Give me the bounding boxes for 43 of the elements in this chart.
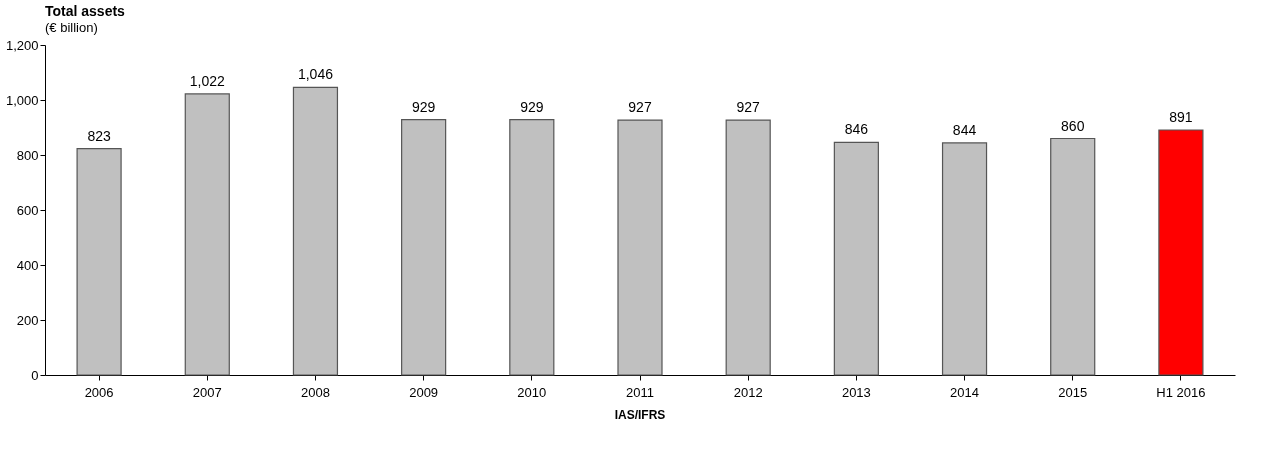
data-label: 1,022 [189, 72, 225, 89]
x-tick-label: 2011 [626, 384, 654, 400]
x-tick-label: 2007 [192, 384, 222, 400]
x-tick-label: H1 2016 [1156, 384, 1206, 400]
bar [401, 118, 447, 376]
bar [833, 141, 879, 376]
data-label: 846 [844, 121, 869, 138]
y-tick-label: 200 [16, 312, 39, 328]
bar [725, 119, 771, 376]
x-tick-label: 2009 [409, 384, 439, 400]
data-label: 844 [952, 121, 977, 138]
bar [617, 119, 663, 376]
bar [1050, 137, 1096, 376]
data-label: 860 [1061, 117, 1085, 134]
text: IAS/IFRS [614, 408, 666, 422]
y-tick-label: 800 [16, 147, 39, 163]
x-tick-label: 2006 [84, 384, 114, 400]
data-label: 891 [1169, 108, 1193, 125]
bar [292, 86, 339, 376]
x-tick-label: 2008 [300, 384, 330, 400]
data-label: 929 [411, 98, 436, 115]
x-tick-label: 2010 [517, 384, 547, 400]
y-tick-label: 0 [31, 367, 39, 383]
y-tick-label: 600 [16, 202, 39, 218]
data-label: 823 [87, 127, 111, 144]
x-tick-label: 2013 [841, 384, 871, 400]
y-tick-label: 400 [16, 257, 39, 273]
data-label: 927 [736, 99, 761, 116]
x-tick-label: 2015 [1058, 384, 1088, 400]
bar [76, 148, 122, 376]
data-label: 1,046 [297, 66, 334, 83]
chart-subtitle: (€ billion) [45, 20, 98, 35]
bar [1158, 129, 1204, 376]
y-tick-label: 1,200 [5, 37, 39, 53]
data-label: 927 [628, 99, 652, 116]
y-tick-label: 1,000 [5, 92, 39, 108]
data-label: 929 [520, 98, 544, 115]
bar [941, 142, 988, 376]
chart-title: Total assets [45, 3, 126, 19]
x-tick-label: 2012 [733, 384, 763, 400]
bar [184, 93, 230, 376]
x-tick-label: 2014 [950, 384, 980, 400]
bar [509, 118, 555, 376]
